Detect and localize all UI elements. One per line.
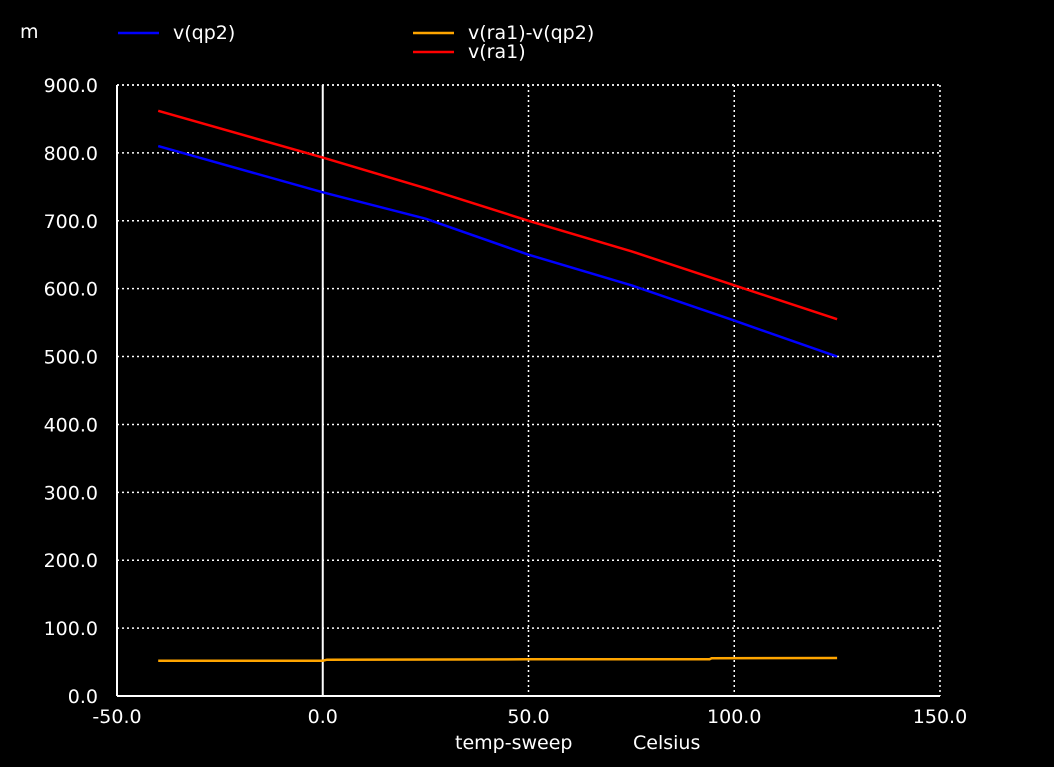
x-tick-label: 150.0 bbox=[913, 706, 967, 728]
series-line bbox=[157, 109, 838, 321]
x-tick-label: 50.0 bbox=[507, 706, 549, 728]
y-tick-label: 300.0 bbox=[44, 482, 98, 504]
y-tick-label: 800.0 bbox=[44, 143, 98, 165]
legend-label: v(ra1) bbox=[468, 41, 526, 63]
series-line bbox=[158, 656, 838, 662]
x-tick-label: 0.0 bbox=[308, 706, 338, 728]
legend-label: v(qp2) bbox=[173, 22, 235, 44]
y-tick-label: 0.0 bbox=[68, 686, 98, 708]
series-lines bbox=[157, 109, 838, 662]
y-axis-tick-labels: 0.0 100.0 200.0 300.0 400.0 500.0 600.0 700.0 80… bbox=[44, 75, 98, 708]
grid-lines bbox=[117, 84, 941, 696]
y-tick-label: 100.0 bbox=[44, 618, 98, 640]
x-axis-unit: Celsius bbox=[633, 732, 700, 754]
x-axis-label: temp-sweep bbox=[455, 732, 572, 754]
x-axis-tick-labels: -50.0 0.0 50.0 100.0 150.0 bbox=[92, 706, 967, 728]
y-tick-label: 700.0 bbox=[44, 211, 98, 233]
y-tick-label: 200.0 bbox=[44, 550, 98, 572]
axes bbox=[116, 85, 940, 697]
series-line bbox=[157, 144, 838, 358]
legend-label: v(ra1)-v(qp2) bbox=[468, 22, 594, 44]
y-tick-label: 600.0 bbox=[44, 279, 98, 301]
legend: v(qp2) v(ra1)-v(qp2)v(ra1) bbox=[118, 22, 594, 63]
y-tick-label: 500.0 bbox=[44, 347, 98, 369]
x-tick-label: -50.0 bbox=[92, 706, 141, 728]
y-tick-label: 900.0 bbox=[44, 75, 98, 97]
unit-prefix-label: m bbox=[20, 21, 39, 43]
y-tick-label: 400.0 bbox=[44, 414, 98, 436]
x-tick-label: 100.0 bbox=[707, 706, 761, 728]
